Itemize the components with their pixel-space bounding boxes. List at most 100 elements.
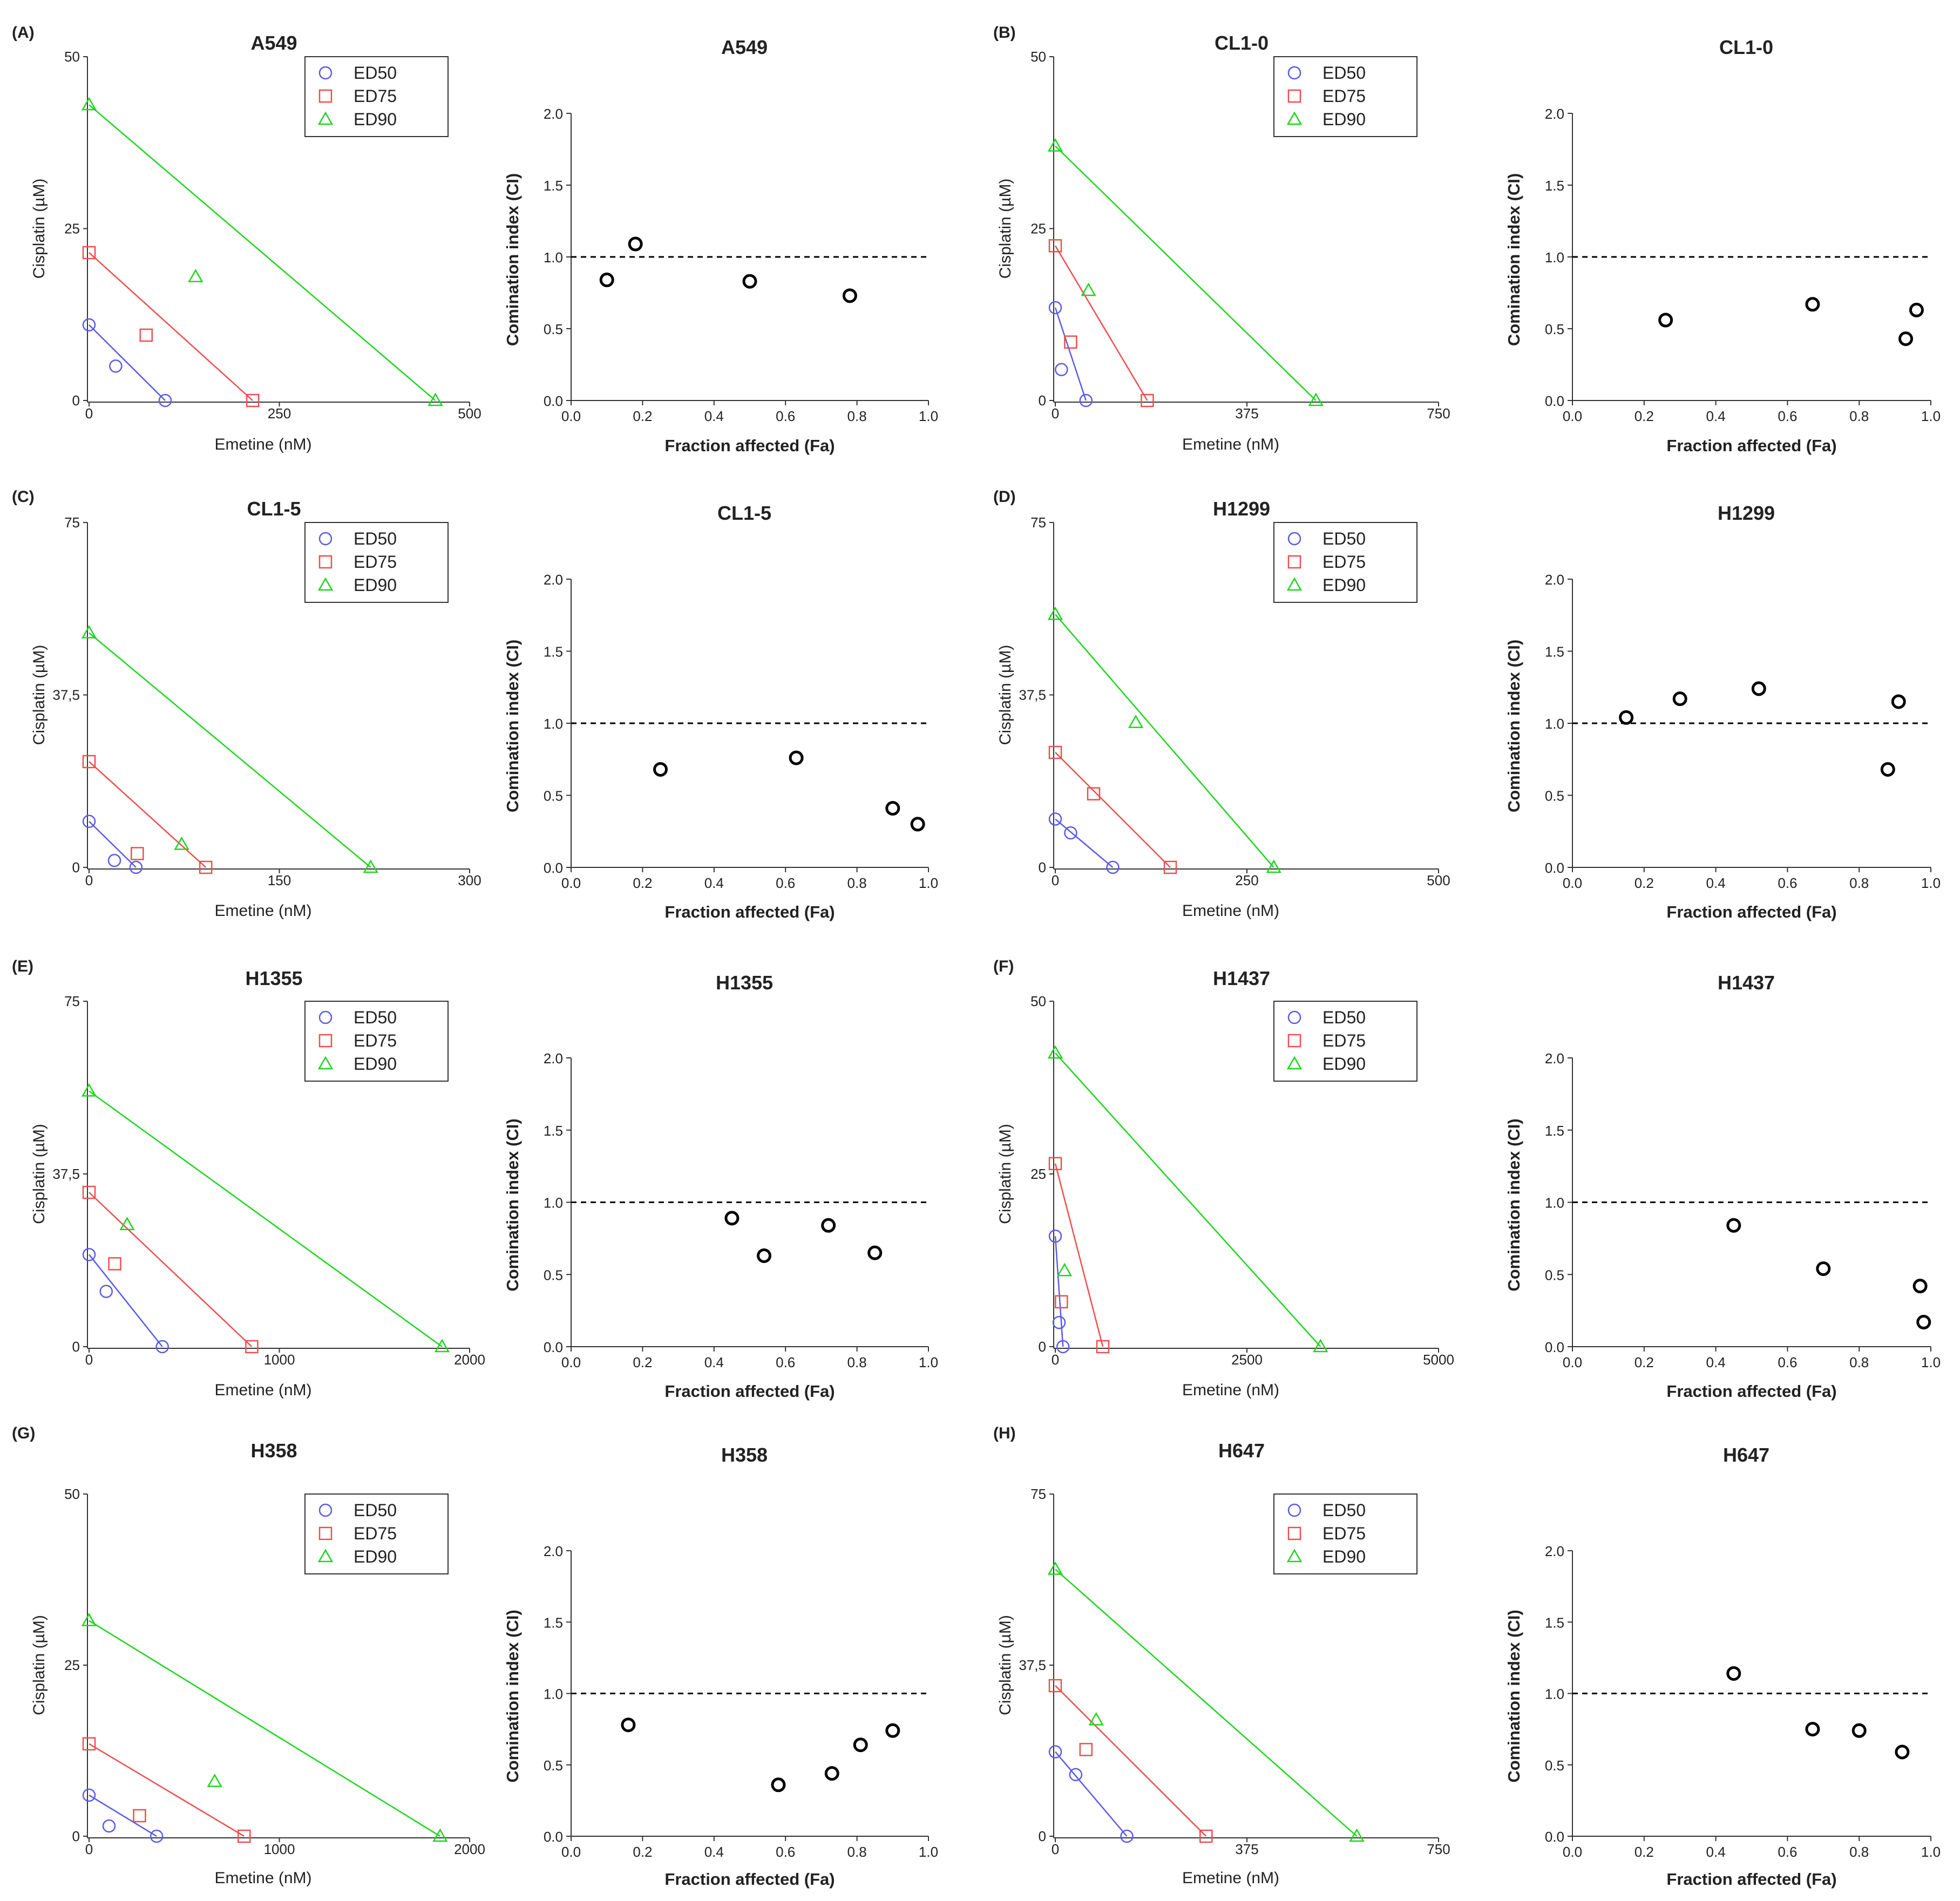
ed50-data-point: [1064, 826, 1077, 840]
isobologram-h358: (G) H358 0 25 50 0 1000 2000 Emetine (nM) Cisplat…: [12, 1424, 485, 1887]
x-tick-label: 1.0: [1921, 875, 1941, 891]
ed90-isobole-line: [1055, 1053, 1321, 1347]
y-axis-label: Comination index (CI): [1504, 640, 1523, 812]
ed50-data-point: [82, 318, 96, 332]
x-tick-label: 0: [1052, 405, 1059, 422]
x-tick-label: 500: [458, 405, 481, 422]
x-axis-label: Emetine (nM): [1182, 902, 1279, 920]
legend-label-ed90: ED90: [1323, 1054, 1366, 1074]
x-axis-label: Emetine (nM): [1182, 436, 1279, 453]
x-tick-label: 5000: [1423, 1352, 1454, 1368]
ci-plot-h1299: H1299 0.0 0.5 1.0 1.5 2.0 0.0 0.2 0.4 0.6 0.8 1.0 Fr…: [1504, 502, 1941, 921]
y-tick-label: 0.5: [544, 321, 563, 337]
legend-marker-ed50: [318, 1503, 333, 1517]
y-tick-label: 1.5: [544, 178, 563, 194]
legend-label-ed50: ED50: [354, 1501, 397, 1520]
x-tick-label: 0: [1052, 1352, 1059, 1368]
legend-label-ed50: ED50: [1323, 529, 1366, 548]
legend-box: [1273, 56, 1418, 137]
ed75-data-point: [1048, 239, 1062, 253]
x-tick-label: 250: [1235, 872, 1258, 888]
legend-label-ed90: ED90: [354, 110, 397, 129]
ed90-data-point: [1047, 138, 1063, 152]
legend-label-ed75: ED75: [1323, 86, 1366, 106]
ed50-data-point: [102, 1819, 116, 1833]
ed90-data-point: [1349, 1828, 1365, 1842]
y-tick-label: 1.5: [1545, 1123, 1564, 1139]
y-tick-label: 2.0: [544, 1543, 563, 1559]
ed50-isobole-line: [89, 1794, 157, 1837]
chart-title: H1437: [1213, 967, 1270, 989]
x-tick-label: 0: [1052, 1841, 1059, 1857]
ci-data-point: [1658, 313, 1673, 328]
ed75-data-point: [1141, 393, 1154, 408]
y-tick-label: 37,5: [1019, 1657, 1046, 1673]
ed50-isobole-line: [1055, 1751, 1128, 1837]
ed75-data-point: [238, 1829, 251, 1843]
x-tick-label: 0.6: [1778, 875, 1797, 891]
legend-label-ed90: ED90: [1323, 1547, 1366, 1566]
y-axis-label: Comination index (CI): [503, 1118, 522, 1291]
ed75-data-point: [1163, 860, 1177, 874]
x-tick-label: 0.2: [1635, 875, 1654, 891]
x-tick-label: 1000: [264, 1352, 295, 1368]
ed75-data-point: [82, 1737, 96, 1751]
y-axis-label: Cisplatin (µM): [996, 1124, 1014, 1224]
x-tick-label: 0.0: [561, 875, 581, 891]
ci-data-point: [789, 750, 804, 765]
ed50-data-point: [99, 1285, 113, 1298]
y-tick-label: 0.5: [544, 1757, 563, 1774]
y-tick-label: 75: [1030, 514, 1046, 531]
panel-letter: (H): [993, 1424, 1016, 1442]
chart-title: H1299: [1718, 502, 1775, 524]
ci-data-point: [842, 288, 857, 303]
ci-plot-cl1-5: CL1-5 0.0 0.5 1.0 1.5 2.0 0.0 0.2 0.4 0.6 0.8 1.0 Fr…: [503, 502, 938, 921]
ed90-isobole-line: [89, 1620, 441, 1837]
x-tick-label: 0.8: [847, 875, 867, 891]
x-axis-label: Fraction affected (Fa): [1666, 436, 1836, 455]
legend-marker-ed50: [318, 532, 333, 546]
ci-data-point: [771, 1777, 786, 1793]
ed90-data-point: [1128, 715, 1144, 728]
ci-data-point: [867, 1245, 883, 1260]
x-axis-label: Emetine (nM): [1182, 1869, 1279, 1887]
y-tick-label: 0.0: [1545, 1829, 1564, 1845]
legend-label-ed75: ED75: [354, 1031, 397, 1050]
legend-box: [304, 1493, 449, 1574]
x-tick-label: 0.2: [633, 408, 652, 424]
ed50-data-point: [150, 1829, 164, 1843]
x-axis-label: Fraction affected (Fa): [664, 1382, 835, 1401]
ci-data-point: [885, 1723, 900, 1738]
ci-data-point: [653, 762, 668, 777]
ed75-isobole-line: [1054, 245, 1148, 401]
panel-letter: (C): [12, 488, 35, 506]
panel-letter: (E): [12, 958, 33, 975]
legend-box: [304, 522, 449, 603]
ci-data-point: [1912, 1279, 1928, 1294]
legend-marker-ed50: [1287, 66, 1301, 80]
x-tick-label: 1.0: [1921, 1354, 1941, 1370]
ci-plot-h1437: H1437 0.0 0.5 1.0 1.5 2.0 0.0 0.2 0.4 0.6 0.8 1.0 Fr…: [1504, 972, 1941, 1401]
ed75-data-point: [245, 1340, 259, 1354]
ed90-data-point: [207, 1774, 222, 1787]
y-axis-label: Cisplatin (µM): [996, 645, 1014, 745]
x-tick-label: 0.8: [847, 408, 867, 424]
y-tick-label: 25: [64, 221, 80, 237]
y-tick-label: 1.5: [544, 644, 563, 660]
y-tick-label: 1.0: [1545, 1195, 1564, 1211]
x-tick-label: 0.4: [1706, 1844, 1726, 1860]
legend: ED50 ED75 ED90: [1273, 522, 1418, 603]
ci-data-point: [1619, 710, 1634, 725]
y-tick-label: 0: [1039, 859, 1046, 875]
y-tick-label: 0.5: [1545, 788, 1564, 804]
x-tick-label: 2000: [454, 1841, 485, 1857]
legend-label-ed75: ED75: [1323, 552, 1366, 572]
x-tick-label: 0.6: [1778, 1844, 1797, 1860]
x-tick-label: 0.6: [776, 408, 795, 424]
ed90-data-point: [174, 836, 189, 850]
x-tick-label: 0.0: [1563, 408, 1582, 424]
ed75-data-point: [1048, 1679, 1062, 1693]
isobologram-cl1-0: (B) CL1-0 0 25 50 0 375 750 Emetine (nM) Cisplati…: [993, 24, 1450, 453]
